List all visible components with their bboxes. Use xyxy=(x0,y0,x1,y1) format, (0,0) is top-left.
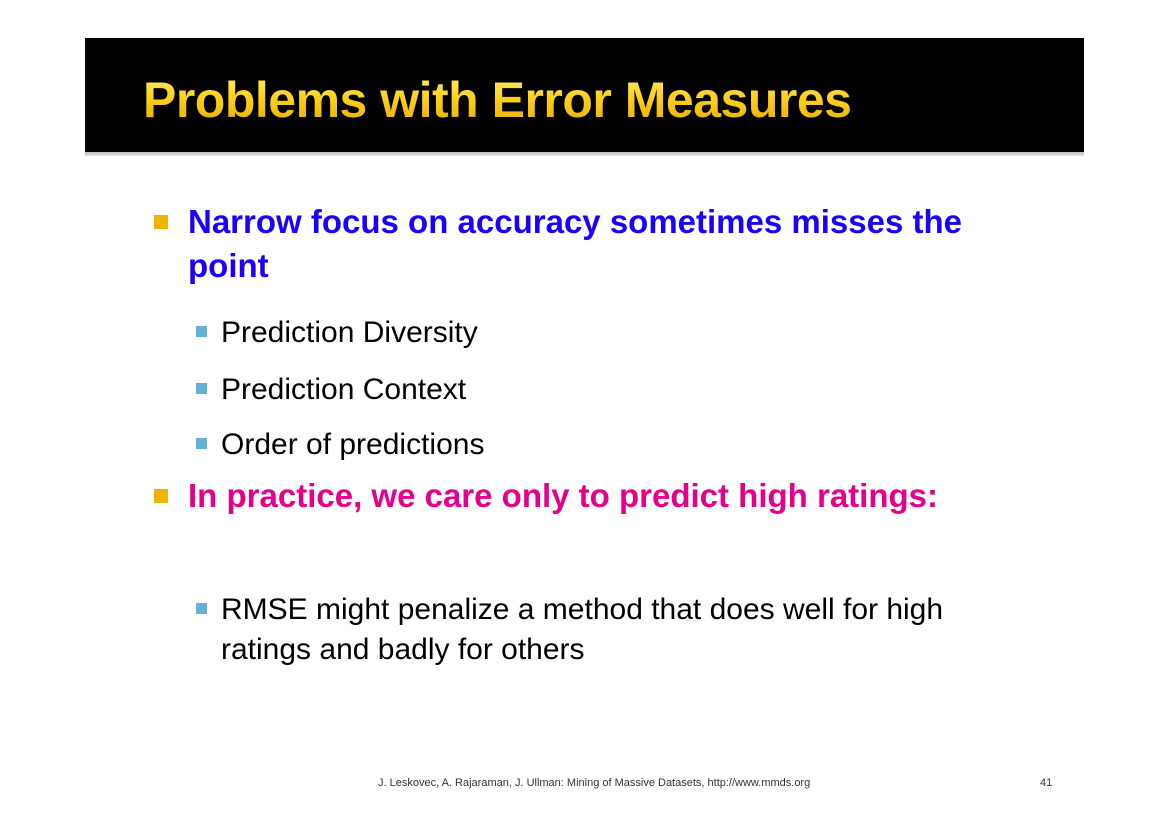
square-bullet-icon xyxy=(196,438,207,449)
square-bullet-icon xyxy=(154,489,168,503)
title-underline xyxy=(85,152,1084,156)
sub-bullet-diversity: Prediction Diversity xyxy=(196,313,981,353)
square-bullet-icon xyxy=(154,215,168,229)
sub-bullet-order: Order of predictions xyxy=(196,425,981,465)
bullet-accuracy-focus: Narrow focus on accuracy sometimes misse… xyxy=(154,200,968,288)
bullet-text: Narrow focus on accuracy sometimes misse… xyxy=(188,203,962,284)
square-bullet-icon xyxy=(196,383,207,394)
bullet-high-ratings: In practice, we care only to predict hig… xyxy=(154,474,968,518)
bullet-text: In practice, we care only to predict hig… xyxy=(188,477,938,514)
sub-bullet-text: Prediction Diversity xyxy=(221,316,478,349)
square-bullet-icon xyxy=(196,603,207,614)
page-number: 41 xyxy=(1040,777,1053,789)
sub-bullet-text: RMSE might penalize a method that does w… xyxy=(221,593,944,666)
slide-title: Problems with Error Measures xyxy=(143,72,852,128)
sub-bullet-text: Prediction Context xyxy=(221,373,467,406)
title-bar: Problems with Error Measures xyxy=(85,38,1084,152)
sub-bullet-text: Order of predictions xyxy=(221,428,485,461)
square-bullet-icon xyxy=(196,326,207,337)
sub-bullet-context: Prediction Context xyxy=(196,370,981,410)
footer-citation: J. Leskovec, A. Rajaraman, J. Ullman: Mi… xyxy=(378,777,811,789)
sub-bullet-rmse: RMSE might penalize a method that does w… xyxy=(196,590,981,670)
